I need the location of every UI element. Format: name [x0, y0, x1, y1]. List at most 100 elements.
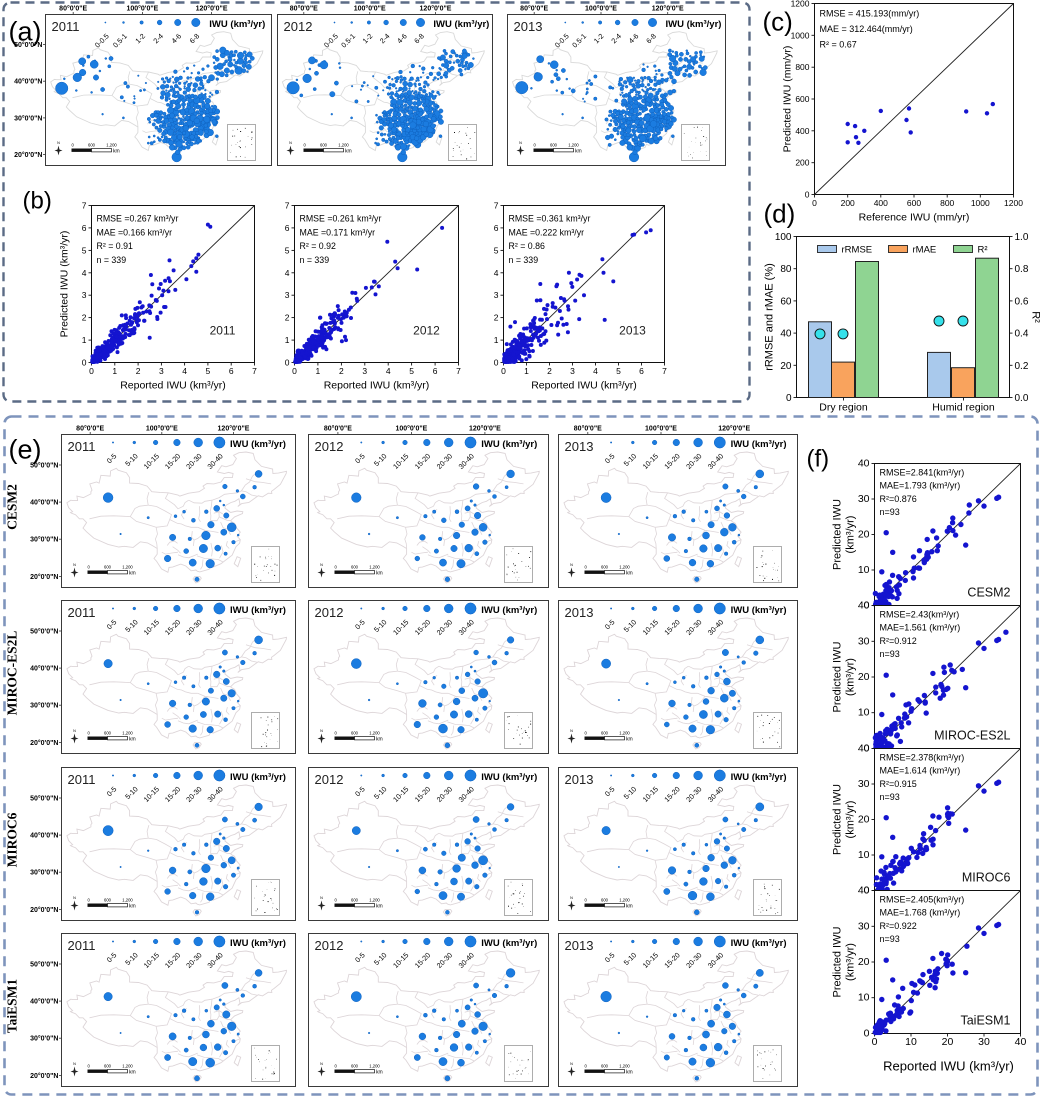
svg-text:0: 0	[812, 198, 817, 208]
svg-text:(c): (c)	[763, 7, 793, 37]
svg-text:N: N	[320, 896, 323, 900]
svg-text:800: 800	[795, 62, 809, 72]
svg-text:20: 20	[780, 361, 792, 372]
svg-text:2: 2	[494, 313, 499, 323]
svg-text:10: 10	[858, 849, 870, 861]
svg-text:0: 0	[82, 358, 87, 368]
svg-text:R²=0.876: R²=0.876	[880, 494, 917, 504]
svg-text:RMSE=2.378(km³/yr): RMSE=2.378(km³/yr)	[880, 753, 965, 763]
svg-text:2013: 2013	[514, 19, 543, 34]
svg-text:600: 600	[907, 198, 921, 208]
svg-text:1,200: 1,200	[369, 731, 380, 736]
svg-text:2013: 2013	[565, 772, 594, 787]
svg-text:0: 0	[585, 898, 588, 903]
svg-text:40: 40	[858, 458, 870, 470]
svg-text:MIROC-ES2L: MIROC-ES2L	[934, 729, 1010, 743]
svg-text:N: N	[73, 896, 76, 900]
svg-text:80°0'0"E: 80°0'0"E	[574, 425, 602, 433]
svg-text:40: 40	[858, 885, 870, 897]
svg-text:1,200: 1,200	[122, 565, 133, 570]
svg-text:0: 0	[534, 143, 537, 148]
svg-text:(km³/yr): (km³/yr)	[845, 943, 857, 981]
svg-text:6: 6	[494, 223, 499, 233]
svg-text:200: 200	[841, 198, 855, 208]
svg-text:rMAE: rMAE	[913, 245, 937, 256]
svg-text:Reported IWU (km³/yr): Reported IWU (km³/yr)	[531, 380, 637, 392]
svg-text:IWU (km³/yr): IWU (km³/yr)	[731, 938, 787, 949]
svg-text:30: 30	[858, 778, 870, 790]
svg-text:0: 0	[335, 731, 338, 736]
svg-text:0: 0	[585, 731, 588, 736]
svg-text:10: 10	[858, 707, 870, 719]
svg-text:IWU (km³/yr): IWU (km³/yr)	[209, 19, 265, 30]
svg-text:N: N	[57, 141, 60, 145]
svg-text:N: N	[570, 563, 573, 567]
svg-text:0: 0	[304, 143, 307, 148]
svg-text:n=93: n=93	[880, 507, 900, 517]
svg-text:0: 0	[864, 1028, 870, 1040]
svg-text:N: N	[570, 729, 573, 733]
svg-text:0.2: 0.2	[1015, 361, 1029, 372]
svg-text:Predicted IWU (km³/yr): Predicted IWU (km³/yr)	[59, 231, 71, 338]
svg-text:(f): (f)	[807, 446, 830, 473]
svg-text:MAE =0.166 km³/yr: MAE =0.166 km³/yr	[97, 227, 173, 237]
svg-text:IWU (km³/yr): IWU (km³/yr)	[230, 772, 286, 783]
svg-text:0: 0	[585, 1064, 588, 1069]
svg-text:1,200: 1,200	[369, 1064, 380, 1069]
svg-text:0: 0	[494, 358, 499, 368]
svg-text:5: 5	[409, 366, 414, 376]
svg-text:n = 339: n = 339	[300, 255, 330, 265]
svg-text:3: 3	[285, 290, 290, 300]
svg-text:2011: 2011	[68, 938, 96, 953]
svg-text:40°0'0"N: 40°0'0"N	[30, 998, 58, 1006]
svg-text:Predicted IWU: Predicted IWU	[832, 926, 844, 997]
svg-text:600: 600	[351, 731, 359, 736]
svg-text:0.4: 0.4	[1015, 329, 1029, 340]
svg-text:CESM2: CESM2	[5, 484, 20, 530]
svg-text:1,200: 1,200	[122, 731, 133, 736]
svg-text:120°0'0"E: 120°0'0"E	[652, 5, 684, 13]
svg-text:R²=0.915: R²=0.915	[880, 779, 917, 789]
svg-text:120°0'0"E: 120°0'0"E	[420, 5, 452, 13]
svg-text:30°0'0"N: 30°0'0"N	[30, 536, 58, 544]
svg-text:20°0'0"N: 20°0'0"N	[30, 906, 58, 914]
svg-text:R²=0.912: R²=0.912	[880, 636, 917, 646]
svg-text:N: N	[73, 1062, 76, 1066]
svg-text:0.8: 0.8	[1015, 264, 1029, 275]
svg-text:RMSE =0.361 km³/yr: RMSE =0.361 km³/yr	[509, 214, 591, 224]
svg-text:7: 7	[456, 366, 461, 376]
svg-text:6: 6	[285, 223, 290, 233]
svg-text:10: 10	[905, 1036, 917, 1048]
svg-text:n=93: n=93	[880, 934, 900, 944]
svg-text:TaiESM1: TaiESM1	[5, 979, 20, 1034]
svg-text:Predicted IWU (mm/yr): Predicted IWU (mm/yr)	[782, 46, 794, 153]
svg-text:2: 2	[136, 366, 141, 376]
svg-text:0: 0	[292, 366, 297, 376]
svg-text:1,200: 1,200	[369, 565, 380, 570]
svg-text:40°0'0"N: 40°0'0"N	[30, 832, 58, 840]
svg-text:n = 339: n = 339	[509, 255, 539, 265]
svg-text:IWU (km³/yr): IWU (km³/yr)	[481, 938, 537, 949]
svg-text:MAE=1.561 (km³/yr): MAE=1.561 (km³/yr)	[880, 623, 961, 633]
svg-text:20°0'0"N: 20°0'0"N	[30, 573, 58, 581]
svg-text:50°0'0"N: 50°0'0"N	[30, 628, 58, 636]
svg-text:Reported IWU (km³/yr): Reported IWU (km³/yr)	[883, 1059, 1014, 1074]
svg-text:600: 600	[601, 565, 609, 570]
svg-text:0.6: 0.6	[1015, 296, 1029, 307]
svg-text:20°0'0"N: 20°0'0"N	[14, 151, 42, 159]
svg-text:30: 30	[978, 1036, 990, 1048]
svg-text:80°0'0"E: 80°0'0"E	[59, 5, 87, 13]
svg-text:7: 7	[252, 366, 257, 376]
svg-text:RMSE = 415.193(mm/yr): RMSE = 415.193(mm/yr)	[820, 9, 920, 19]
svg-text:N: N	[320, 729, 323, 733]
svg-text:1,200: 1,200	[122, 898, 133, 903]
svg-text:km: km	[626, 570, 633, 576]
svg-text:(e): (e)	[9, 435, 42, 465]
svg-text:120°0'0"E: 120°0'0"E	[196, 5, 228, 13]
svg-text:600: 600	[550, 143, 558, 148]
svg-text:80°0'0"E: 80°0'0"E	[324, 425, 352, 433]
svg-text:km: km	[129, 736, 136, 742]
svg-text:4: 4	[82, 268, 87, 278]
svg-text:600: 600	[601, 731, 609, 736]
svg-text:km: km	[113, 148, 120, 154]
